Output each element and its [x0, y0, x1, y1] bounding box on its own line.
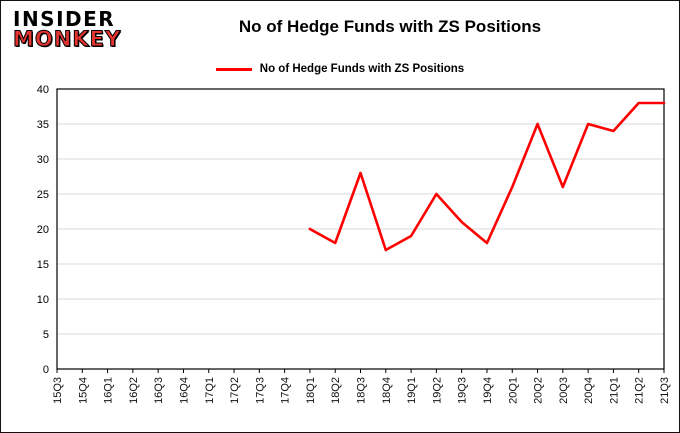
x-tick-label: 16Q4: [178, 377, 190, 404]
y-tick-label: 5: [43, 329, 49, 341]
x-tick-label: 21Q3: [659, 377, 671, 404]
x-tick-label: 20Q1: [507, 377, 519, 404]
x-tick-label: 21Q1: [608, 377, 620, 404]
y-tick-label: 40: [37, 84, 49, 96]
legend-line-swatch: [215, 67, 252, 71]
x-tick-label: 19Q2: [431, 377, 443, 404]
y-tick-label: 10: [37, 294, 49, 306]
x-tick-label: 18Q4: [381, 377, 393, 404]
x-tick-label: 17Q2: [229, 377, 241, 404]
x-tick-label: 19Q3: [457, 377, 469, 404]
x-tick-label: 21Q2: [634, 377, 646, 404]
legend-label: No of Hedge Funds with ZS Positions: [259, 63, 465, 75]
x-tick-label: 20Q2: [533, 377, 545, 404]
x-tick-label: 15Q3: [52, 377, 64, 404]
insider-monkey-logo: INSIDER MONKEY: [12, 7, 122, 51]
x-tick-label: 18Q3: [356, 377, 368, 404]
chart-legend: No of Hedge Funds with ZS Positions: [1, 63, 679, 75]
y-tick-label: 15: [37, 259, 49, 271]
x-tick-label: 16Q3: [153, 377, 165, 404]
y-tick-label: 35: [37, 119, 49, 131]
y-tick-label: 0: [43, 364, 49, 376]
x-tick-label: 17Q3: [254, 377, 266, 404]
x-tick-label: 20Q4: [583, 377, 595, 404]
series-line: [308, 101, 666, 252]
x-tick-label: 16Q1: [103, 377, 115, 404]
x-tick-label: 17Q4: [280, 377, 292, 404]
x-tick-label: 19Q1: [406, 377, 418, 404]
x-tick-label: 18Q2: [330, 377, 342, 404]
x-tick-label: 15Q4: [77, 377, 89, 404]
y-tick-label: 20: [37, 224, 49, 236]
x-tick-label: 20Q3: [558, 377, 570, 404]
x-tick-label: 17Q1: [204, 377, 216, 404]
chart-title: No of Hedge Funds with ZS Positions: [238, 17, 542, 36]
logo-line-insider: INSIDER: [13, 7, 116, 31]
x-tick-label: 16Q2: [128, 377, 140, 404]
x-tick-label: 19Q4: [482, 377, 494, 404]
y-tick-label: 25: [37, 189, 49, 201]
y-tick-label: 30: [37, 154, 49, 166]
logo-line-monkey: MONKEY: [12, 27, 122, 51]
x-tick-label: 18Q1: [305, 377, 317, 404]
